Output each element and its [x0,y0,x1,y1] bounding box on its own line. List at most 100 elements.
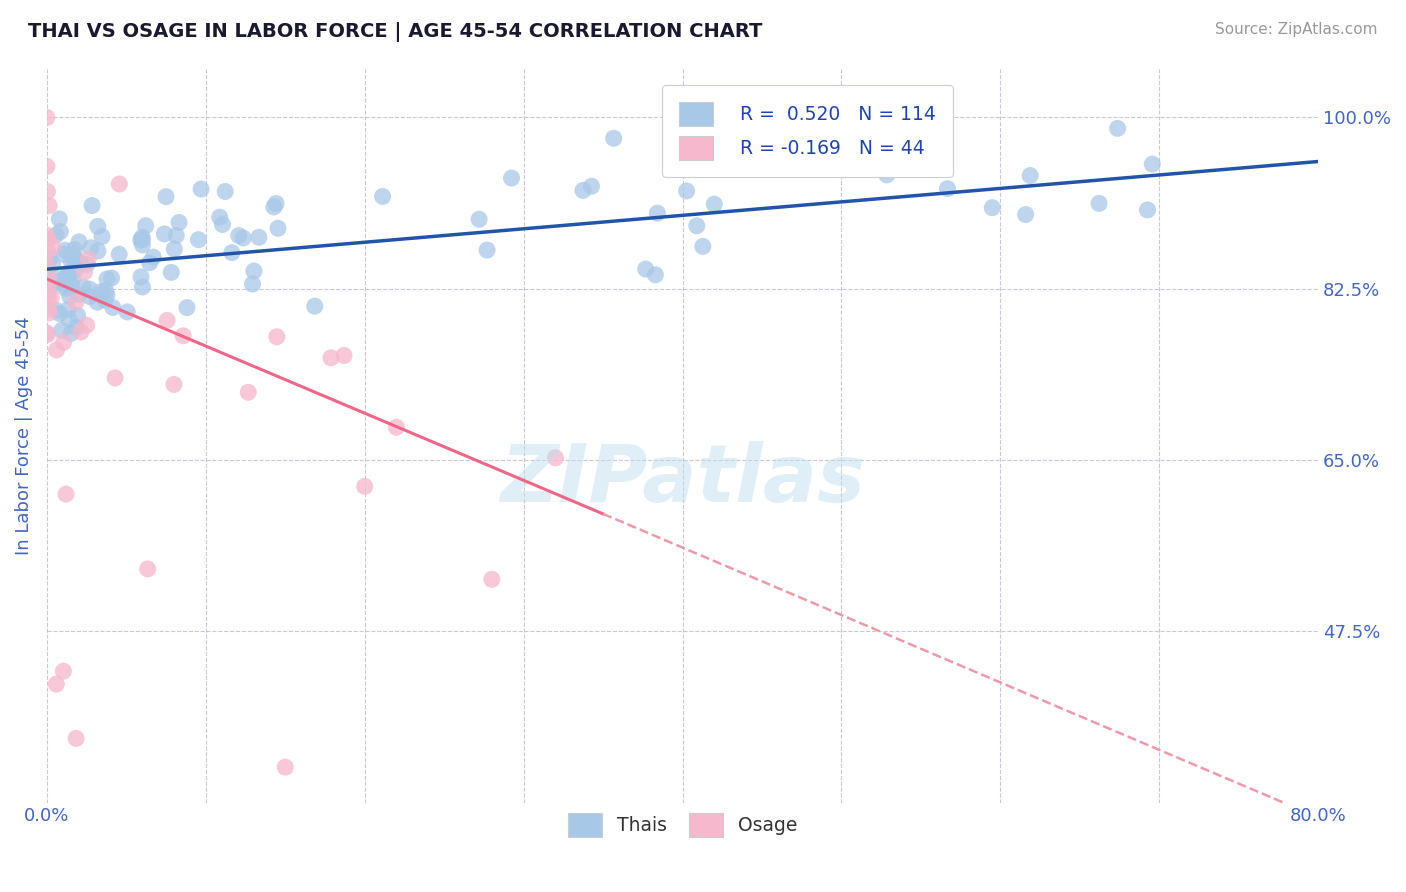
Point [41,257,63,271]
Point [60,277,83,292]
Point [41,239,63,253]
Point [1142,157,1164,171]
Point [48,307,70,321]
Point [62,250,84,264]
Point [55,270,77,285]
Point [911,141,934,155]
Point [647,206,669,220]
Point [45,228,67,243]
Point [211,218,233,232]
Point [77,252,100,266]
Point [190,182,212,196]
Point [264,196,287,211]
Point [304,299,326,313]
Point [94,293,117,307]
Point [96,288,118,302]
Point [35,160,58,174]
Point [167,215,190,229]
Point [59,289,82,303]
Point [79,282,101,296]
Point [371,189,394,203]
Point [108,177,131,191]
Point [73,265,96,279]
Point [37,277,59,291]
Text: ZIPatlas: ZIPatlas [501,441,865,518]
Point [37,185,59,199]
Point [87,219,110,234]
Point [51,323,73,337]
Point [711,158,734,172]
Point [221,245,243,260]
Point [936,182,959,196]
Point [76,318,98,333]
Point [90,285,112,299]
Point [37,327,59,342]
Point [58,312,80,326]
Point [131,238,153,252]
Point [39,274,62,288]
Point [44,270,66,285]
Point [86,295,108,310]
Point [69,255,91,269]
Point [66,309,89,323]
Point [1014,208,1036,222]
Point [214,185,236,199]
Point [981,201,1004,215]
Point [56,302,79,317]
Point [501,171,523,186]
Point [228,228,250,243]
Point [63,253,86,268]
Point [56,267,79,281]
Point [915,134,938,148]
Point [1107,121,1129,136]
Point [634,262,657,277]
Point [37,244,59,258]
Point [35,111,58,125]
Point [58,269,80,284]
Point [45,303,67,318]
Point [686,219,709,233]
Point [165,228,187,243]
Point [35,286,58,301]
Point [52,335,75,350]
Point [243,264,266,278]
Point [692,239,714,253]
Point [266,330,288,344]
Point [155,189,177,203]
Point [53,244,76,258]
Point [101,301,124,315]
Point [37,232,59,246]
Point [65,295,87,310]
Point [353,479,375,493]
Point [46,275,69,289]
Point [59,253,82,268]
Point [156,313,179,327]
Point [129,269,152,284]
Point [45,343,67,357]
Y-axis label: In Labor Force | Age 45-54: In Labor Force | Age 45-54 [15,317,32,555]
Point [35,227,58,242]
Point [1088,196,1111,211]
Point [53,278,76,293]
Point [48,211,70,226]
Point [96,272,118,286]
Point [247,230,270,244]
Point [59,326,82,341]
Point [115,305,138,319]
Point [104,371,127,385]
Point [52,664,75,678]
Point [187,233,209,247]
Text: Source: ZipAtlas.com: Source: ZipAtlas.com [1215,22,1378,37]
Point [475,243,498,257]
Point [703,197,725,211]
Point [87,244,110,258]
Point [35,257,58,271]
Point [319,351,342,365]
Point [38,271,60,285]
Point [242,277,264,291]
Point [38,281,60,295]
Point [41,291,63,305]
Point [136,562,159,576]
Point [35,326,58,340]
Point [274,760,297,774]
